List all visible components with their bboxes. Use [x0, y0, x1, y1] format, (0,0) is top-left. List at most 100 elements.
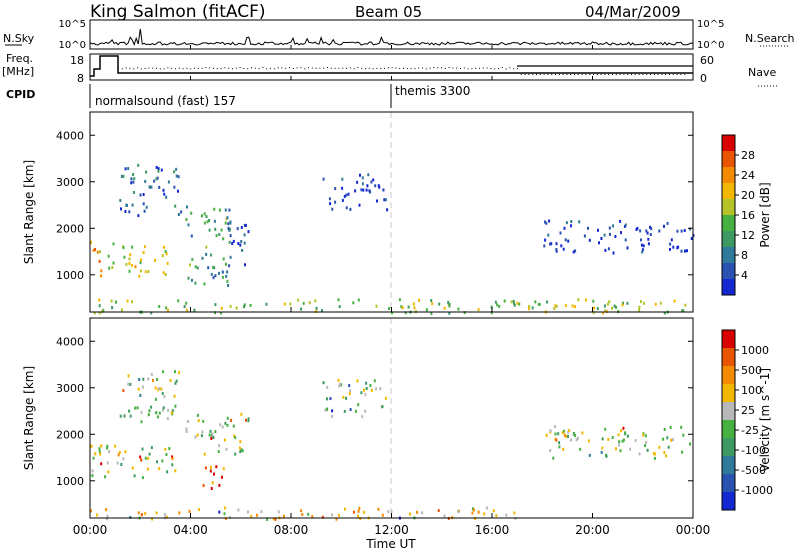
cpid-entry-1: normalsound (fast) 157	[95, 94, 236, 108]
power-cell	[607, 247, 610, 251]
nave-dot	[292, 67, 294, 69]
power-cell	[605, 309, 608, 313]
power-cell	[241, 248, 244, 252]
power-cell	[212, 265, 215, 269]
velocity-cell	[513, 511, 516, 515]
power-cell	[154, 258, 157, 262]
velocity-cell	[106, 517, 108, 521]
power-cell	[143, 209, 146, 213]
nave-dot	[600, 74, 602, 75]
velocity-cell	[154, 386, 157, 390]
power-cell	[127, 167, 130, 170]
velocity-cell	[277, 510, 280, 514]
nave-dot	[631, 74, 632, 75]
power-cell	[237, 242, 240, 245]
velocity-cell	[241, 449, 244, 453]
power-cell	[613, 304, 616, 308]
velocity-cell	[645, 440, 648, 444]
velocity-cell	[158, 387, 161, 390]
power-cell	[156, 176, 159, 180]
velocity-colorbar-tick-label: 500	[741, 364, 762, 377]
nave-dot	[627, 74, 629, 75]
power-colorbar-tick-label: 8	[741, 249, 748, 262]
velocity-cell	[240, 448, 243, 452]
nave-dot	[323, 67, 325, 69]
nave-dot	[467, 68, 469, 70]
power-cell	[624, 238, 627, 242]
velocity-cell	[363, 510, 365, 514]
power-cell	[139, 193, 142, 197]
power-cell	[218, 271, 220, 275]
power-cell	[214, 303, 217, 307]
power-cell	[331, 207, 334, 211]
velocity-y-tick-label: 4000	[56, 335, 84, 348]
nave-dot	[551, 74, 553, 75]
power-cell	[341, 198, 344, 202]
velocity-cell	[672, 438, 674, 442]
power-cell	[110, 299, 113, 303]
nave-dot	[460, 68, 461, 69]
velocity-cell	[213, 472, 215, 476]
power-cell	[185, 308, 188, 312]
velocity-cell	[99, 452, 102, 456]
velocity-cell	[409, 512, 411, 516]
power-cell	[400, 305, 403, 309]
velocity-cell	[337, 378, 340, 382]
freq-trace	[90, 55, 693, 77]
power-cell	[231, 242, 234, 245]
power-cell	[165, 306, 168, 310]
power-colorbar-block	[722, 183, 735, 200]
power-cell	[670, 238, 673, 242]
freq-unit-label: [MHz]	[2, 65, 34, 78]
velocity-cell	[322, 381, 325, 385]
nave-dot	[300, 67, 302, 69]
noise-trace	[89, 28, 694, 47]
power-cell	[289, 302, 292, 306]
velocity-cell	[106, 514, 109, 518]
power-colorbar-block	[722, 199, 735, 216]
velocity-cell	[557, 432, 560, 436]
nave-dot	[615, 74, 617, 75]
velocity-cell	[375, 387, 378, 391]
velocity-cell	[377, 507, 380, 511]
nave-dot	[277, 67, 279, 69]
nave-dot	[608, 74, 610, 75]
power-colorbar-label: Power [dB]	[758, 182, 772, 247]
x-tick-label: 16:00	[475, 523, 510, 537]
nave-dot	[669, 74, 670, 75]
power-cell	[496, 303, 499, 307]
velocity-cell	[163, 394, 166, 398]
power-cell	[190, 211, 193, 215]
power-cell	[345, 193, 348, 197]
velocity-cell	[369, 384, 372, 387]
power-cell	[361, 182, 364, 186]
nave-dot	[148, 67, 150, 69]
velocity-cell	[150, 405, 153, 409]
power-cell	[163, 245, 166, 249]
power-cell	[570, 224, 572, 228]
power-cell	[227, 222, 230, 226]
velocity-cell	[365, 381, 368, 385]
power-cell	[513, 301, 515, 305]
power-cell	[546, 300, 549, 304]
velocity-cell	[345, 396, 348, 400]
power-cell	[359, 173, 361, 177]
power-cell	[210, 253, 213, 257]
power-cell	[131, 203, 134, 207]
power-cell	[194, 281, 197, 285]
velocity-cell	[144, 512, 147, 516]
power-cell	[638, 308, 641, 312]
power-cell	[609, 232, 611, 236]
power-colorbar-blocks	[722, 135, 735, 296]
velocity-cell	[359, 517, 362, 521]
velocity-cell	[119, 414, 122, 418]
nave-dot	[239, 67, 241, 69]
power-cell	[463, 311, 466, 315]
velocity-cell	[437, 509, 440, 513]
velocity-cell	[137, 511, 140, 515]
nave-dot	[657, 74, 659, 75]
power-cell	[213, 219, 216, 223]
nave-dot	[289, 67, 290, 69]
power-cell	[214, 311, 216, 315]
